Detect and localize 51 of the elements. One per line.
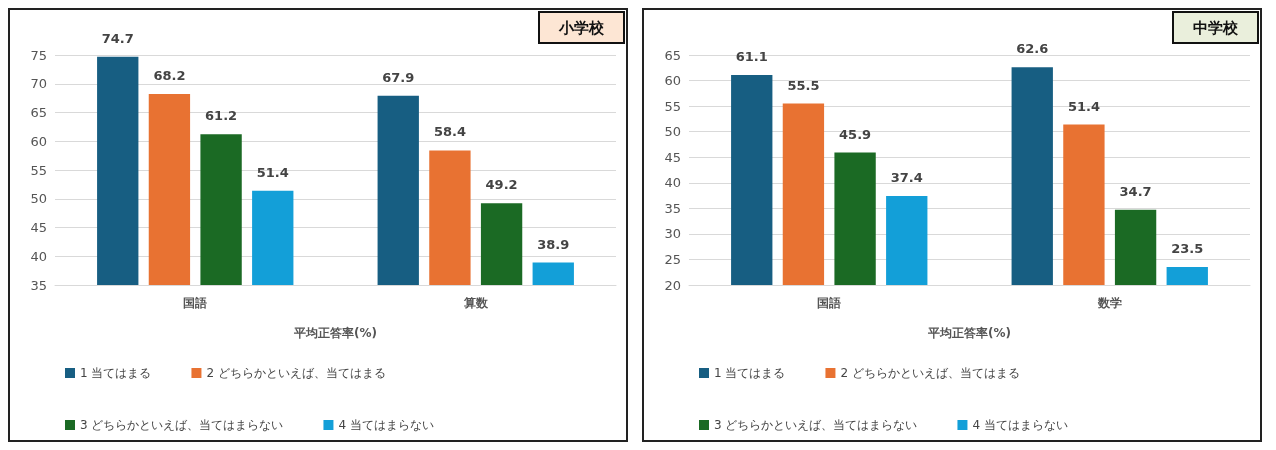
chart-title: 中学校 [1193, 18, 1239, 37]
data-label: 61.2 [205, 108, 238, 124]
data-label: 67.9 [382, 69, 415, 85]
x-tick-label: 国語 [183, 296, 208, 310]
x-axis-title: 平均正答率(%) [927, 326, 1011, 340]
data-label: 61.1 [735, 48, 768, 64]
chart-title: 小学校 [558, 18, 605, 37]
data-label: 55.5 [787, 77, 820, 93]
y-tick-label: 45 [664, 149, 681, 165]
y-tick-label: 35 [30, 277, 47, 293]
legend-label: 1 当てはまる [714, 366, 786, 380]
data-label: 23.5 [1171, 241, 1204, 257]
y-tick-label: 65 [30, 105, 47, 120]
data-label: 68.2 [153, 68, 186, 84]
legend-label: 4 当てはまらない [972, 418, 1068, 432]
y-tick-label: 60 [30, 133, 47, 149]
data-label: 34.7 [1119, 183, 1152, 199]
data-label: 38.9 [537, 236, 570, 252]
data-label: 37.4 [890, 170, 923, 186]
y-tick-label: 30 [664, 226, 681, 242]
legend-label: 3 どちらかといえば、当てはまらない [80, 418, 284, 432]
data-label: 49.2 [485, 177, 518, 193]
data-label: 45.9 [839, 126, 872, 142]
y-tick-label: 55 [664, 98, 681, 114]
legend-label: 2 どちらかといえば、当てはまる [840, 366, 1020, 380]
y-tick-label: 35 [664, 200, 681, 216]
y-tick-label: 40 [664, 175, 681, 191]
y-tick-label: 65 [664, 47, 681, 63]
data-label: 58.4 [433, 124, 466, 140]
y-tick-label: 75 [30, 47, 47, 63]
legend-label: 4 当てはまらない [338, 418, 434, 432]
y-tick-label: 50 [664, 124, 681, 140]
data-label: 62.6 [1016, 41, 1049, 57]
y-tick-label: 50 [30, 191, 47, 207]
y-tick-label: 45 [30, 220, 47, 235]
y-tick-label: 25 [664, 251, 681, 267]
y-tick-label: 60 [664, 73, 681, 89]
data-label: 51.4 [256, 164, 289, 180]
x-axis-title: 平均正答率(%) [293, 326, 377, 340]
x-tick-label: 国語 [817, 296, 842, 310]
y-tick-label: 55 [30, 162, 47, 178]
x-tick-label: 数学 [1096, 296, 1122, 310]
legend-label: 1 当てはまる [80, 366, 152, 380]
data-label: 51.4 [1067, 98, 1100, 114]
legend-label: 2 どちらかといえば、当てはまる [206, 366, 386, 380]
y-tick-label: 70 [30, 76, 47, 92]
data-label: 74.7 [101, 30, 134, 46]
x-tick-label: 算数 [462, 296, 489, 310]
y-tick-label: 40 [30, 248, 47, 264]
y-tick-label: 20 [664, 277, 681, 293]
legend-label: 3 どちらかといえば、当てはまらない [714, 418, 918, 432]
